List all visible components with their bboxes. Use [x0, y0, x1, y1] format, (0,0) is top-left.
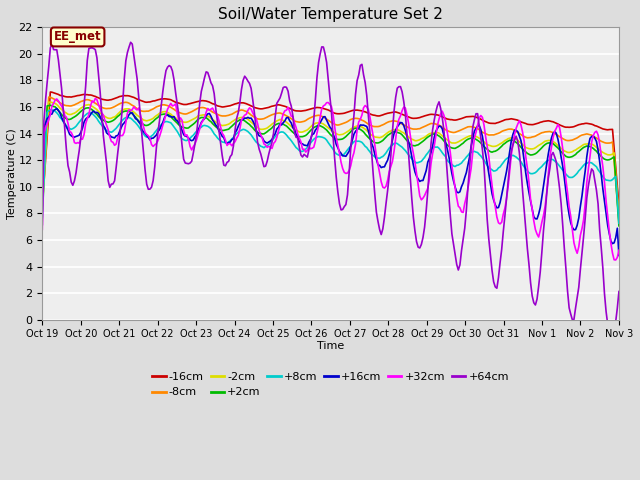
+32cm — [241, 112, 248, 118]
+64cm — [584, 183, 592, 189]
+8cm — [212, 133, 220, 139]
+8cm — [292, 144, 300, 150]
-2cm — [212, 119, 220, 125]
+64cm — [38, 222, 46, 228]
+2cm — [584, 144, 592, 149]
+8cm — [584, 159, 592, 165]
+32cm — [38, 227, 46, 232]
-2cm — [584, 141, 592, 146]
+64cm — [241, 73, 248, 79]
Line: -16cm: -16cm — [42, 92, 619, 206]
-8cm — [584, 132, 592, 137]
+8cm — [38, 215, 46, 220]
-8cm — [38, 193, 46, 199]
+64cm — [607, 331, 615, 337]
+8cm — [241, 127, 248, 132]
Line: +64cm: +64cm — [42, 42, 619, 334]
-16cm — [615, 202, 623, 208]
-8cm — [615, 217, 623, 223]
-16cm — [38, 203, 46, 209]
-16cm — [584, 120, 592, 126]
+64cm — [212, 106, 220, 111]
+16cm — [53, 106, 61, 111]
+16cm — [231, 130, 239, 135]
-8cm — [292, 119, 300, 124]
+16cm — [241, 115, 248, 121]
+32cm — [615, 247, 623, 253]
+2cm — [111, 117, 118, 122]
-2cm — [45, 99, 52, 105]
+16cm — [212, 122, 220, 128]
Line: +16cm: +16cm — [42, 108, 619, 255]
-8cm — [241, 108, 248, 114]
-16cm — [292, 108, 300, 114]
+16cm — [584, 143, 592, 149]
+2cm — [212, 124, 220, 130]
Line: -2cm: -2cm — [42, 102, 619, 215]
+16cm — [292, 131, 300, 137]
-16cm — [241, 100, 248, 106]
-8cm — [111, 104, 118, 109]
+32cm — [292, 125, 300, 131]
+8cm — [615, 220, 623, 226]
-8cm — [231, 109, 239, 115]
-2cm — [615, 212, 623, 217]
+8cm — [231, 132, 239, 138]
+8cm — [47, 107, 54, 113]
Line: +32cm: +32cm — [42, 98, 619, 260]
X-axis label: Time: Time — [317, 341, 344, 351]
Legend: -16cm, -8cm, -2cm, +2cm, +8cm, +16cm, +32cm, +64cm: -16cm, -8cm, -2cm, +2cm, +8cm, +16cm, +3… — [148, 368, 513, 402]
-16cm — [231, 101, 239, 107]
+32cm — [212, 110, 220, 116]
+8cm — [111, 127, 118, 132]
+64cm — [292, 134, 300, 140]
+2cm — [615, 223, 623, 228]
+32cm — [231, 139, 239, 144]
-2cm — [38, 208, 46, 214]
-8cm — [212, 111, 220, 117]
+64cm — [127, 39, 134, 45]
Line: -8cm: -8cm — [42, 97, 619, 220]
+64cm — [615, 288, 623, 294]
Text: EE_met: EE_met — [54, 30, 102, 43]
-2cm — [231, 117, 239, 122]
Line: +2cm: +2cm — [42, 105, 619, 226]
Y-axis label: Temperature (C): Temperature (C) — [7, 128, 17, 219]
Line: +8cm: +8cm — [42, 110, 619, 223]
-8cm — [45, 94, 52, 100]
-16cm — [47, 89, 54, 95]
+16cm — [111, 135, 118, 141]
Title: Soil/Water Temperature Set 2: Soil/Water Temperature Set 2 — [218, 7, 443, 22]
+16cm — [615, 252, 623, 258]
-2cm — [292, 127, 300, 133]
-16cm — [212, 102, 220, 108]
-2cm — [241, 115, 248, 121]
+2cm — [47, 102, 54, 108]
+32cm — [111, 143, 118, 148]
+2cm — [241, 118, 248, 124]
+32cm — [92, 96, 99, 101]
+64cm — [231, 127, 239, 133]
+16cm — [38, 190, 46, 195]
+64cm — [109, 181, 117, 187]
-2cm — [111, 114, 118, 120]
+2cm — [38, 195, 46, 201]
+32cm — [584, 166, 592, 171]
+2cm — [231, 120, 239, 126]
+32cm — [612, 257, 620, 263]
-16cm — [111, 96, 118, 101]
+2cm — [292, 132, 300, 138]
